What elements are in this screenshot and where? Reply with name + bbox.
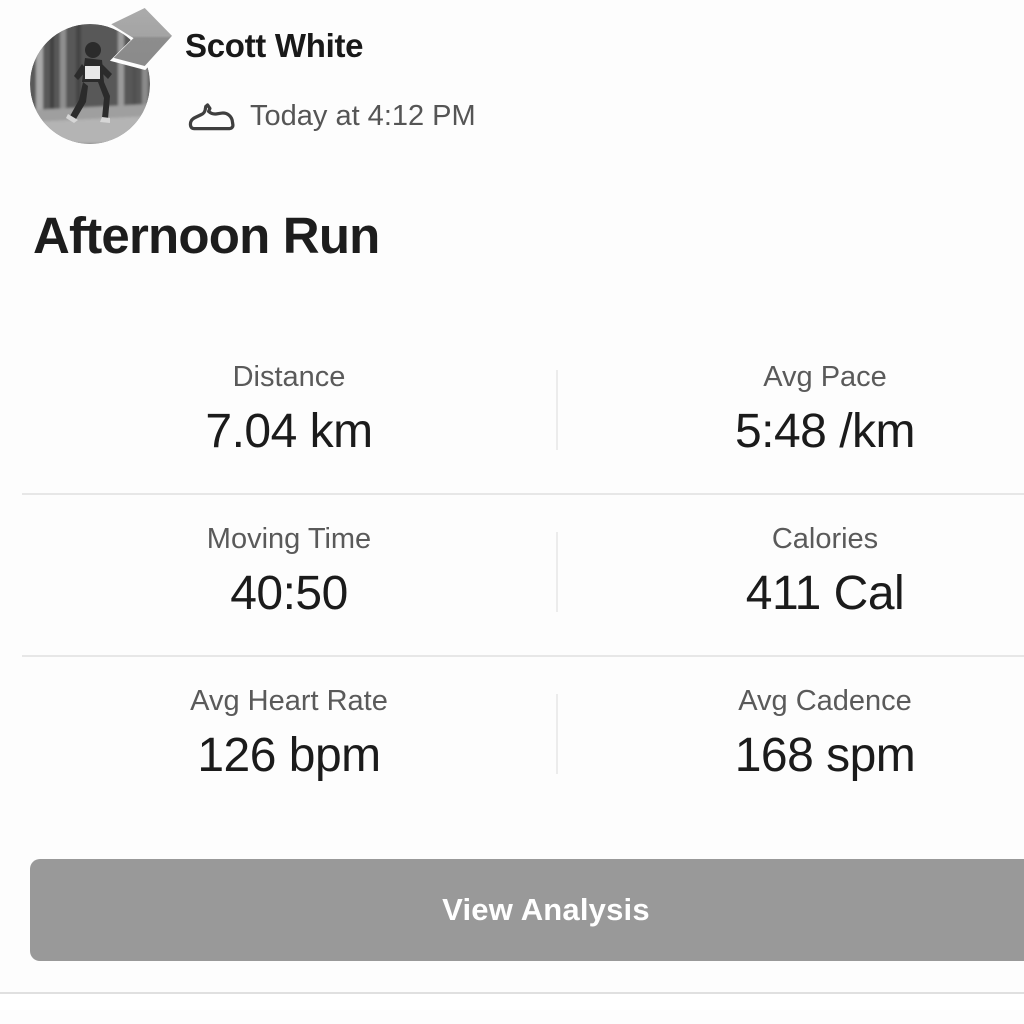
vertical-divider: [556, 370, 558, 450]
avatar-photo: [30, 24, 150, 144]
bottom-strip: [0, 994, 1024, 1010]
activity-timestamp: Today at 4:12 PM: [250, 99, 476, 132]
activity-meta: Today at 4:12 PM: [185, 92, 476, 140]
stat-moving-time: Moving Time 40:50: [22, 522, 556, 622]
stat-label: Moving Time: [206, 523, 372, 555]
stats-row-1: Distance 7.04 km Avg Pace 5:48 /km: [22, 337, 1024, 493]
view-analysis-button[interactable]: View Analysis: [30, 859, 1024, 961]
stat-label: Calories: [771, 523, 879, 555]
stat-label: Avg Cadence: [738, 685, 912, 717]
stat-value: 411 Cal: [745, 567, 905, 620]
stat-avg-cadence: Avg Cadence 168 spm: [558, 684, 1024, 784]
vertical-divider: [556, 694, 558, 774]
user-name[interactable]: Scott White: [185, 27, 364, 64]
activity-title: Afternoon Run: [33, 207, 380, 264]
stat-value: 40:50: [230, 567, 348, 620]
stat-label: Avg Heart Rate: [190, 685, 388, 717]
stats-row-3: Avg Heart Rate 126 bpm Avg Cadence 168 s…: [22, 655, 1024, 817]
stat-avg-pace: Avg Pace 5:48 /km: [558, 360, 1024, 460]
stat-distance: Distance 7.04 km: [22, 360, 556, 460]
stat-value: 126 bpm: [197, 729, 381, 782]
stats-row-2: Moving Time 40:50 Calories 411 Cal: [22, 493, 1024, 655]
header-text: Scott White Today at 4:12 PM: [185, 24, 476, 140]
bottom-divider: [0, 992, 1024, 994]
avatar[interactable]: [30, 24, 150, 144]
stat-label: Avg Pace: [763, 361, 887, 393]
stat-value: 7.04 km: [205, 405, 373, 458]
stat-label: Distance: [232, 361, 346, 393]
vertical-divider: [556, 532, 558, 612]
activity-header: Scott White Today at 4:12 PM: [0, 0, 1024, 144]
stats-grid: Distance 7.04 km Avg Pace 5:48 /km Movin…: [22, 337, 1024, 817]
stat-value: 168 spm: [734, 729, 916, 782]
stat-avg-heart-rate: Avg Heart Rate 126 bpm: [22, 684, 556, 784]
stat-calories: Calories 411 Cal: [558, 522, 1024, 622]
avatar-wrap: [30, 3, 177, 144]
running-shoe-icon: [188, 103, 235, 131]
stat-value: 5:48 /km: [734, 405, 916, 458]
